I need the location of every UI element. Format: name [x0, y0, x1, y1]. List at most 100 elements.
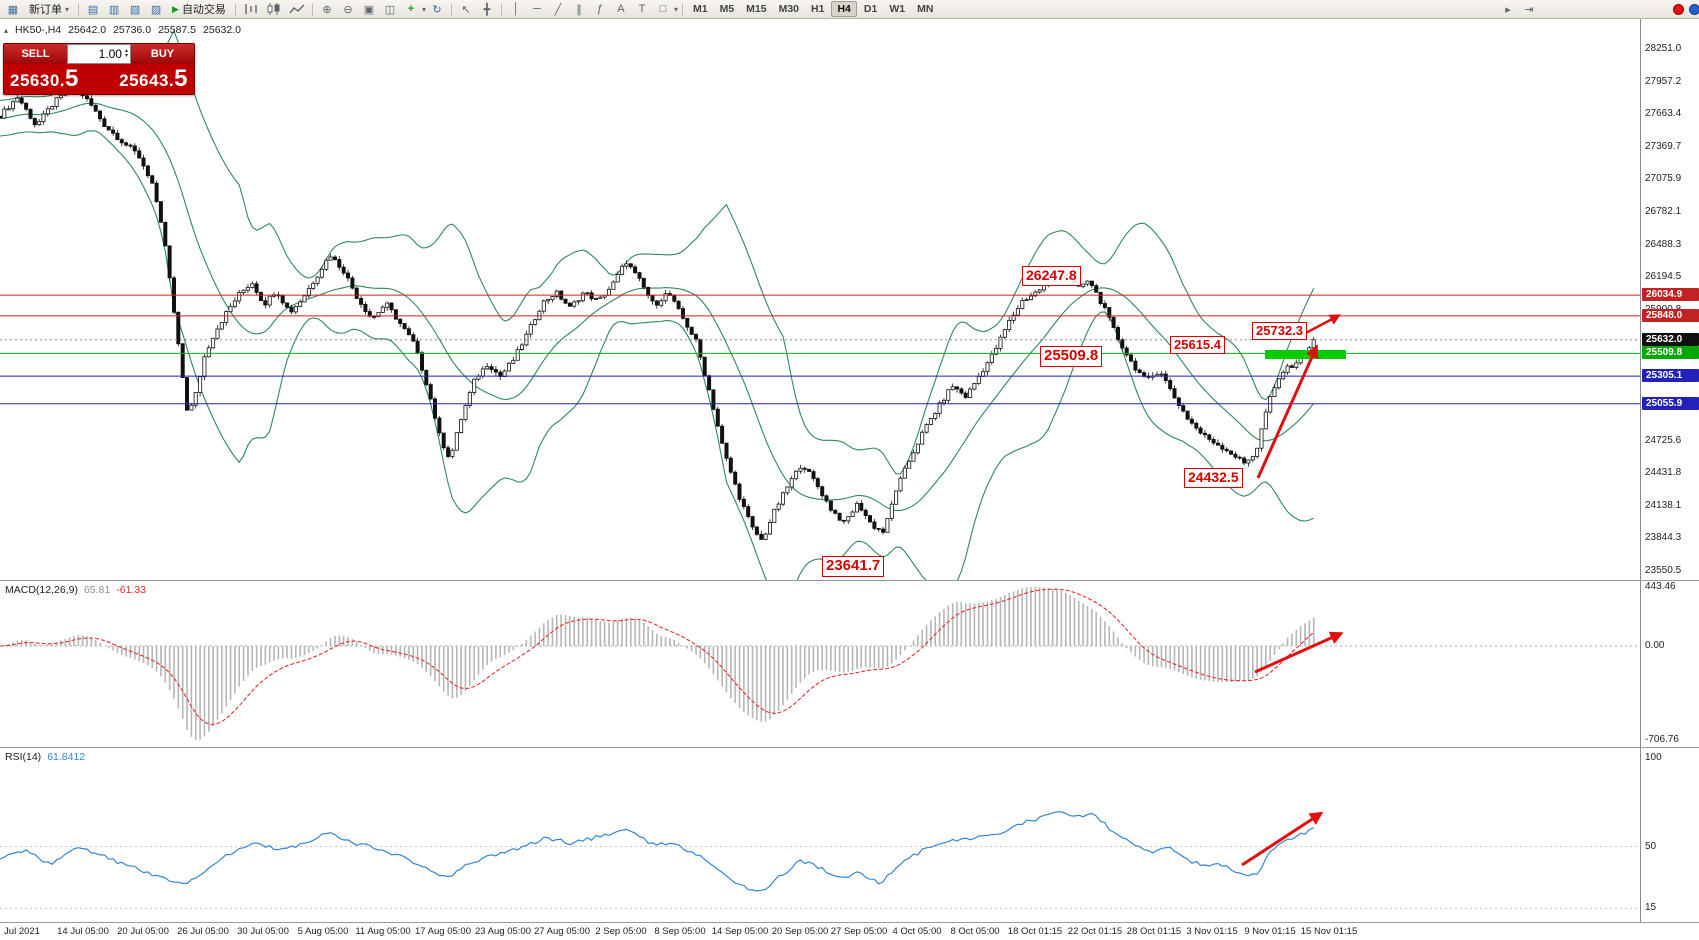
timeframe-M30[interactable]: M30	[778, 3, 800, 15]
refresh-icon[interactable]: ↻	[432, 3, 442, 16]
lot-up-icon[interactable]: ▴	[124, 48, 128, 54]
price-annotation[interactable]: 25732.3	[1252, 322, 1307, 341]
price-axis-label: 26782.1	[1645, 206, 1682, 218]
macd-axis-label: -706.76	[1645, 734, 1679, 746]
notification-dot-icon[interactable]	[1673, 3, 1684, 15]
cascade-windows-icon[interactable]: ◫	[384, 3, 396, 16]
price-annotation[interactable]: 24432.5	[1184, 468, 1243, 488]
status-dot-icon[interactable]	[1689, 3, 1699, 15]
autotrade-label: 自动交易	[181, 4, 226, 16]
rsi-chart[interactable]	[0, 748, 1640, 923]
price-annotation[interactable]: 25615.4	[1170, 336, 1225, 355]
price-axis-label: 27369.7	[1645, 140, 1682, 152]
buy-price[interactable]: 25643. 5	[119, 65, 188, 92]
price-badge: 25848.0	[1642, 308, 1699, 322]
price-axis-label: 24138.1	[1645, 499, 1682, 511]
tile-windows-icon[interactable]: ▣	[363, 3, 375, 16]
rsi-axis-label: 100	[1645, 752, 1662, 763]
timeframe-M5[interactable]: M5	[719, 3, 735, 15]
price-annotation[interactable]: 23641.7	[822, 556, 885, 577]
sell-button[interactable]: SELL	[4, 44, 67, 64]
time-label: 11 Aug 05:00	[355, 926, 411, 937]
chevron-down-icon[interactable]: ▾	[673, 4, 678, 14]
channel-tool-icon[interactable]: ∥	[576, 3, 582, 16]
new-order-button[interactable]: 新订单 ▾	[24, 1, 74, 18]
lot-down-icon[interactable]: ▾	[124, 53, 128, 59]
label-tool-icon[interactable]: T	[638, 3, 646, 15]
main-chart-panel[interactable]: 28251.0 27957.2 27663.4 27369.7 27075.9 26782…	[0, 19, 1699, 580]
timeframe-W1[interactable]: W1	[889, 3, 906, 15]
crosshair-icon[interactable]: ╋	[483, 3, 491, 16]
zoom-out-icon[interactable]: ⊖	[343, 3, 353, 16]
macd-label: MACD(12,26,9) 65.81 -61.33	[5, 584, 147, 596]
new-order-icon[interactable]: ▦	[7, 3, 19, 16]
timeframe-D1[interactable]: D1	[863, 3, 878, 15]
time-label: 8 Oct 05:00	[950, 926, 1000, 937]
line-chart-icon[interactable]	[288, 2, 306, 16]
chevron-down-icon: ▾	[65, 4, 70, 14]
candlestick-chart[interactable]	[0, 19, 1640, 580]
macd-axis-label: 443.46	[1645, 581, 1676, 592]
shapes-tool-icon[interactable]: □	[659, 3, 667, 15]
chart-shift-icon[interactable]: ⇥	[1524, 3, 1534, 16]
navigator-icon[interactable]: ▧	[129, 3, 141, 16]
price-axis-label: 27663.4	[1645, 108, 1682, 120]
timeframe-M15[interactable]: M15	[746, 3, 767, 15]
toolbar-separator	[234, 2, 236, 16]
rsi-axis-label: 15	[1645, 902, 1657, 914]
time-label: 2 Sep 05:00	[595, 926, 647, 937]
buy-button[interactable]: BUY	[131, 44, 194, 64]
timeframe-H1[interactable]: H1	[811, 3, 825, 15]
price-badge: 25305.1	[1642, 369, 1699, 383]
fibonacci-tool-icon[interactable]: ƒ	[596, 3, 604, 15]
bar-chart-icon[interactable]	[242, 2, 260, 16]
zoom-in-icon[interactable]: ⊕	[322, 3, 332, 16]
time-label: 14 Jul 05:00	[57, 926, 109, 937]
lot-size-input[interactable]: 1.00 ▴ ▾	[67, 44, 131, 64]
text-tool-icon[interactable]: A	[617, 3, 625, 15]
time-label: 20 Sep 05:00	[771, 926, 829, 937]
horizontal-line-tool-icon[interactable]: ─	[533, 3, 541, 15]
rsi-label: RSI(14) 61.8412	[5, 751, 86, 763]
market-watch-icon[interactable]: ▤	[87, 3, 99, 16]
cursor-icon[interactable]: ↖	[461, 3, 471, 16]
chevron-down-icon[interactable]: ▾	[421, 4, 426, 14]
oneclick-collapse-icon[interactable]: ▴	[4, 25, 9, 35]
time-axis[interactable]: Jul 2021 14 Jul 05:00 20 Jul 05:00 26 Jul 0…	[0, 922, 1699, 940]
autoscroll-icon[interactable]: ▸	[1505, 3, 1511, 16]
time-label: 3 Nov 01:15	[1186, 926, 1238, 937]
sell-price[interactable]: 25630. 5	[10, 65, 79, 92]
rsi-axis[interactable]: 100 50 15	[1640, 748, 1699, 922]
terminal-icon[interactable]: ▨	[150, 3, 162, 16]
trendline-tool-icon[interactable]: ╱	[554, 3, 562, 16]
price-annotation[interactable]: 25509.8	[1040, 346, 1103, 367]
macd-panel[interactable]: 443.46 0.00 -706.76 MACD(12,26,9) 65.81 -61.…	[0, 580, 1699, 747]
add-indicator-icon[interactable]: +	[407, 3, 415, 15]
timeframe-MN[interactable]: MN	[917, 3, 934, 15]
time-label: 22 Oct 01:15	[1067, 926, 1123, 937]
macd-axis-label: 0.00	[1645, 640, 1665, 651]
macd-chart[interactable]	[0, 581, 1640, 748]
candlestick-chart-icon[interactable]	[265, 2, 283, 16]
macd-axis[interactable]: 443.46 0.00 -706.76	[1640, 581, 1699, 747]
vertical-line-tool-icon[interactable]: │	[512, 3, 520, 15]
price-annotation[interactable]: 26247.8	[1022, 266, 1081, 286]
timeframe-H4[interactable]: H4	[831, 1, 857, 17]
ohlc-close: 25632.0	[203, 24, 241, 36]
price-axis[interactable]: 28251.0 27957.2 27663.4 27369.7 27075.9 26782…	[1640, 19, 1699, 580]
price-axis-label: 26194.5	[1645, 271, 1682, 283]
rsi-axis-label: 50	[1645, 840, 1657, 852]
toolbar-separator	[311, 2, 313, 16]
time-label: 23 Aug 05:00	[475, 926, 531, 937]
ohlc-high: 25736.0	[113, 24, 152, 36]
time-label: 5 Aug 05:00	[297, 926, 349, 937]
price-axis-label: 27957.2	[1645, 75, 1682, 87]
autotrade-button[interactable]: ▶ 自动交易	[167, 1, 231, 18]
price-axis-label: 24431.8	[1645, 467, 1682, 479]
time-label: 30 Jul 05:00	[237, 926, 289, 937]
toolbar: ▦ 新订单 ▾ ▤ ▥ ▧ ▨ ▶ 自动交易 ⊕ ⊖ ▣ ◫ + ▾ ↻ ↖ ╋ │…	[0, 0, 1699, 19]
rsi-panel[interactable]: 100 50 15 RSI(14) 61.8412	[0, 747, 1699, 922]
timeframe-M1[interactable]: M1	[692, 3, 708, 15]
time-label: 26 Jul 05:00	[177, 926, 229, 937]
data-window-icon[interactable]: ▥	[108, 3, 120, 16]
